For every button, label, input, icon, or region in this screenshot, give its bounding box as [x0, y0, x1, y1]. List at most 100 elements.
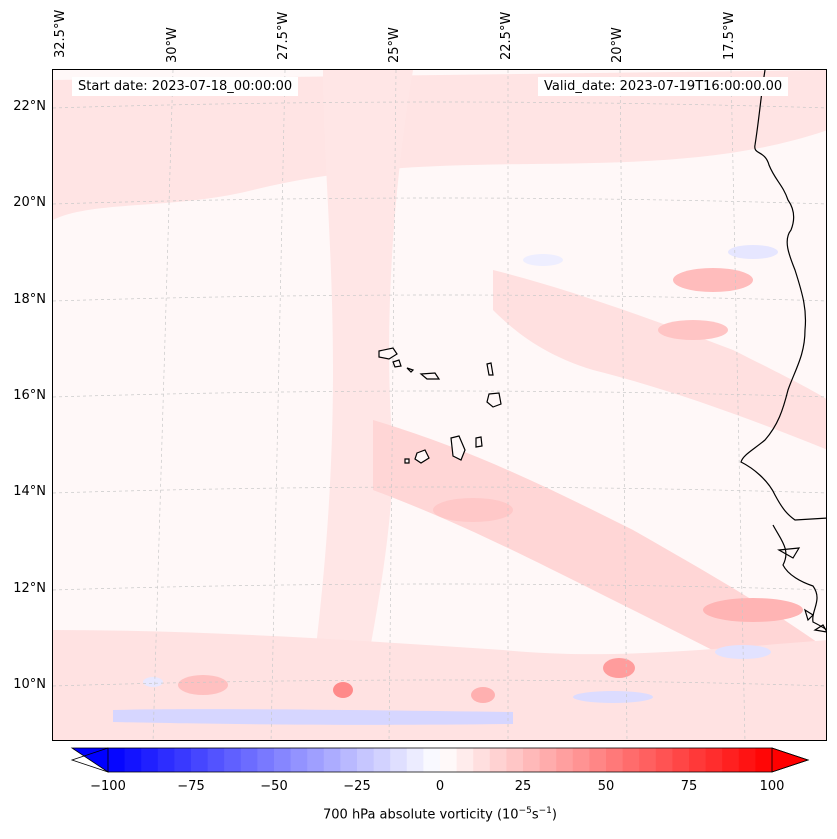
vorticity-min-1 — [573, 691, 653, 703]
vorticity-min-5 — [143, 677, 163, 687]
colorbar-tick-m50: −50 — [260, 779, 288, 794]
island-fogo — [414, 449, 430, 464]
lon-label-17-5w: 17.5°W — [722, 11, 737, 60]
gridline-lon-25 — [388, 70, 397, 740]
colorbar-cell — [240, 748, 258, 772]
lat-label-18n: 18°N — [13, 292, 46, 307]
colorbar-cell — [406, 748, 424, 772]
colorbar-cell — [572, 748, 590, 772]
vorticity-max-7 — [178, 675, 228, 695]
lon-label-27-5w: 27.5°W — [276, 11, 291, 60]
island-sal — [486, 362, 494, 376]
lat-label-12n: 12°N — [13, 581, 46, 596]
colorbar-tick-0: 0 — [435, 779, 445, 794]
colorbar-cells — [108, 748, 773, 772]
vorticity-min-band — [113, 709, 513, 725]
colorbar-cell — [124, 748, 142, 772]
colorbar-cell — [323, 748, 341, 772]
lat-label-16n: 16°N — [13, 388, 46, 403]
colorbar-cell — [307, 748, 325, 772]
gridline-lat-18 — [53, 294, 826, 302]
colorbar-cell — [141, 748, 159, 772]
colorbar-cell — [357, 748, 375, 772]
vorticity-max-3 — [673, 268, 753, 292]
colorbar-cell — [705, 748, 723, 772]
vorticity-min-2 — [523, 254, 563, 266]
island-santo-antao — [378, 347, 398, 360]
africa-coastline — [740, 70, 826, 521]
colorbar-cell — [207, 748, 225, 772]
colorbar-cell — [473, 748, 491, 772]
vorticity-band-central — [373, 420, 826, 709]
colorbar-cell — [722, 748, 740, 772]
colorbar-tick-m75: −75 — [177, 779, 205, 794]
lat-label-10n: 10°N — [13, 677, 46, 692]
island-santiago — [450, 435, 466, 461]
colorbar-cell — [340, 748, 358, 772]
colorbar-cell — [506, 748, 524, 772]
africa-coastline-south — [772, 524, 826, 631]
lon-label-30w: 30°W — [165, 27, 180, 63]
colorbar-extend-high — [771, 747, 810, 773]
colorbar-extend-low — [70, 747, 109, 773]
start-date-banner: Start date: 2023-07-18_00:00:00 — [72, 77, 299, 96]
island-brava — [404, 458, 410, 464]
colorbar-cell — [157, 748, 175, 772]
vorticity-max-8 — [703, 598, 803, 622]
colorbar-cell — [191, 748, 209, 772]
colorbar-cell — [224, 748, 242, 772]
vorticity-max-1 — [603, 658, 635, 678]
gridline-lon-175 — [730, 70, 746, 740]
colorbar-tick-100: 100 — [759, 779, 785, 794]
gridline-lon-20 — [619, 70, 628, 740]
vorticity-max-6 — [471, 687, 495, 703]
island-maio — [475, 436, 483, 448]
colorbar-cell — [622, 748, 640, 772]
lon-label-22-5w: 22.5°W — [499, 11, 514, 60]
colorbar-outline — [70, 747, 810, 773]
colorbar-cell — [523, 748, 541, 772]
colorbar-cell — [655, 748, 673, 772]
colorbar-cell — [290, 748, 308, 772]
vorticity-max-4 — [658, 320, 728, 340]
colorbar-cell — [672, 748, 690, 772]
colorbar-tick-m25: −25 — [343, 779, 371, 794]
lat-label-14n: 14°N — [13, 484, 46, 499]
colorbar-label: 700 hPa absolute vorticity (10−5s−1) — [323, 806, 557, 823]
island-santa-luzia — [406, 367, 415, 373]
vorticity-min-3 — [728, 245, 778, 259]
colorbar-cell — [556, 748, 574, 772]
colorbar-cell — [274, 748, 292, 772]
colorbar-cell — [257, 748, 275, 772]
gambia-inlet — [777, 547, 801, 559]
colorbar-cell — [108, 748, 126, 772]
vorticity-map — [53, 70, 826, 740]
valid-date-banner: Valid_date: 2023-07-19T16:00:00.00 — [538, 77, 789, 96]
colorbar-cell — [639, 748, 657, 772]
colorbar-cell — [390, 748, 408, 772]
gridline-lon-275 — [270, 70, 286, 740]
colorbar-tick-m100: −100 — [90, 779, 126, 794]
bissagos-islands — [803, 608, 826, 633]
colorbar-tick-75: 75 — [680, 779, 698, 794]
colorbar-cell — [373, 748, 391, 772]
lat-label-20n: 20°N — [13, 195, 46, 210]
colorbar-cell — [440, 748, 458, 772]
colorbar-tick-50: 50 — [597, 779, 615, 794]
vorticity-field — [53, 70, 826, 740]
colorbar-cell — [539, 748, 557, 772]
colorbar-cell — [606, 748, 624, 772]
vorticity-max-2 — [333, 682, 353, 698]
island-sao-vicente — [392, 359, 402, 368]
colorbar-cell — [489, 748, 507, 772]
colorbar-cell — [589, 748, 607, 772]
island-sao-nicolau — [419, 372, 441, 380]
lon-label-20w: 20°W — [610, 27, 625, 63]
map-frame — [52, 69, 827, 741]
gridline-lon-30 — [152, 70, 174, 740]
colorbar-cell — [423, 748, 441, 772]
colorbar-cell — [755, 748, 773, 772]
vorticity-band-east — [493, 270, 826, 450]
cape-verde-islands — [378, 347, 502, 464]
colorbar-cell — [689, 748, 707, 772]
